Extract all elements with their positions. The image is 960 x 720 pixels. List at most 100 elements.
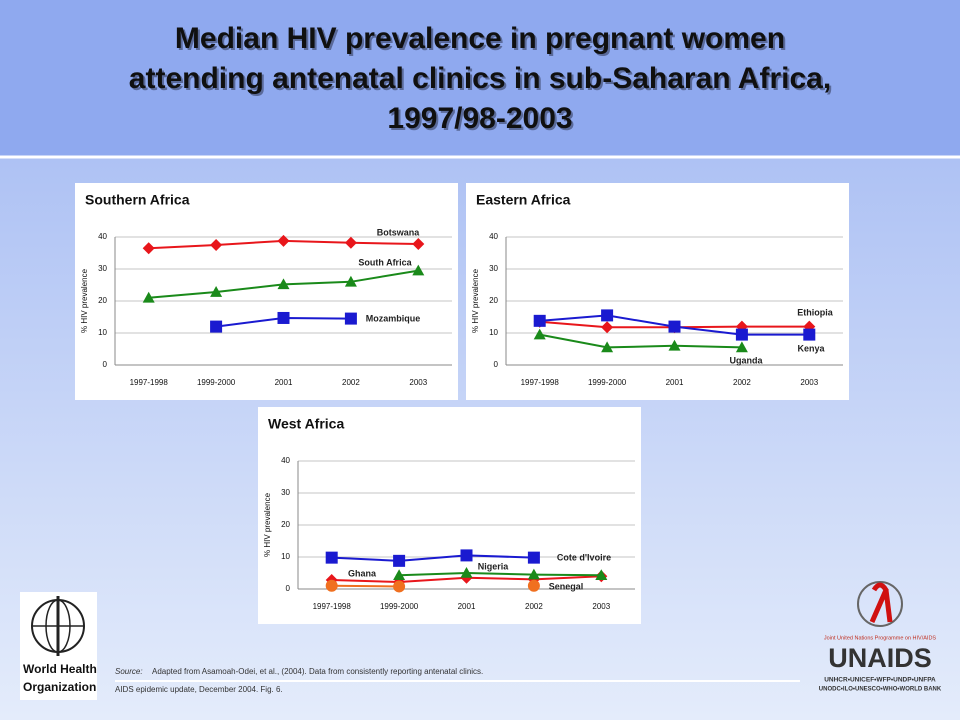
y-tick-label: 10 — [489, 328, 498, 337]
who-text: Organization — [23, 680, 96, 694]
marker-triangle — [601, 341, 614, 353]
series-label: Cote d'Ivoire — [557, 552, 611, 562]
series-label: Uganda — [729, 355, 763, 365]
marker-diamond — [601, 321, 614, 334]
chart-panel: 0 10 20 30 40 1997-1998 1999-2000 2001 2002 2003%… — [466, 183, 849, 400]
series-label: Botswana — [377, 227, 421, 237]
x-tick-label: 2003 — [592, 602, 610, 611]
x-tick-label: 2003 — [409, 378, 427, 387]
series-label: Mozambique — [366, 313, 421, 323]
marker-square — [527, 551, 540, 564]
marker-diamond — [142, 242, 155, 255]
panel-bg — [258, 407, 641, 624]
series-label: Kenya — [797, 343, 825, 353]
marker-triangle — [210, 286, 223, 297]
marker-triangle — [412, 264, 425, 276]
marker-triangle — [595, 569, 608, 581]
marker-square — [325, 551, 338, 564]
y-tick-label: 20 — [98, 296, 107, 305]
series-label: Nigeria — [478, 561, 510, 571]
y-tick-label: 30 — [98, 264, 107, 273]
marker-triangle — [735, 341, 748, 353]
marker-square — [277, 311, 290, 324]
x-tick-label: 1999-2000 — [588, 378, 627, 387]
title-shadow: attending antenatal clinics in sub-Sahar… — [131, 64, 833, 97]
marker-square — [460, 549, 473, 562]
marker-square — [393, 554, 406, 567]
title-line: Median HIV prevalence in pregnant women — [175, 22, 785, 55]
title-shadow: 1997/98-2003 — [389, 104, 574, 137]
red-ribbon — [869, 582, 893, 624]
unaids-programme: Joint United Nations Programme on HIV/AI… — [824, 635, 937, 641]
marker-square — [344, 312, 357, 325]
marker-triangle — [344, 275, 357, 287]
charts: 0 10 20 30 40 1997-1998 1999-2000 2001 2002 2003%… — [75, 183, 849, 624]
marker-triangle — [527, 568, 540, 580]
x-tick-label: 2002 — [733, 378, 751, 387]
x-tick-label: 1997-1998 — [521, 378, 560, 387]
y-axis-label: % HIV prevalence — [263, 492, 272, 557]
chart-title: West Africa — [268, 416, 344, 432]
source: Adapted from Asamoah-Odei, et al., (2004… — [152, 667, 483, 676]
marker-triangle — [277, 278, 290, 290]
series-label: Senegal — [549, 581, 584, 591]
y-tick-label: 10 — [281, 552, 290, 561]
y-tick-label: 0 — [286, 584, 291, 593]
marker-triangle — [460, 567, 473, 578]
series-label: South Africa — [358, 257, 412, 267]
x-tick-label: 2001 — [275, 378, 293, 387]
x-tick-label: 2003 — [800, 378, 818, 387]
chart-panel: 0 10 20 30 40 1997-1998 1999-2000 2001 2002 2003%… — [258, 407, 641, 624]
un-emblem — [857, 581, 903, 627]
marker-square — [533, 314, 546, 327]
chart-title: Southern Africa — [85, 192, 190, 208]
marker-diamond — [412, 238, 425, 251]
x-tick-label: 1999-2000 — [197, 378, 236, 387]
marker-circle — [325, 579, 338, 592]
series-line — [331, 554, 534, 562]
source-label: Source: — [115, 667, 143, 676]
marker-square — [601, 309, 614, 322]
title-shadow: Median HIV prevalence in pregnant women — [177, 24, 787, 57]
y-axis-label: % HIV prevalence — [80, 268, 89, 333]
title-line: attending antenatal clinics in sub-Sahar… — [129, 62, 831, 95]
unaids-cosponsors: UNODC•ILO•UNESCO•WHO•WORLD BANK — [819, 687, 942, 693]
x-tick-label: 2002 — [342, 378, 360, 387]
chart-title: Eastern Africa — [476, 192, 571, 208]
y-tick-label: 20 — [281, 520, 290, 529]
series-line — [539, 333, 742, 349]
y-tick-label: 10 — [98, 328, 107, 337]
title-band — [0, 0, 960, 156]
x-tick-label: 1997-1998 — [313, 602, 352, 611]
y-tick-label: 40 — [281, 456, 290, 465]
x-tick-label: 2001 — [458, 602, 476, 611]
marker-square — [803, 328, 816, 341]
marker-triangle — [142, 291, 155, 303]
marker-triangle — [533, 328, 546, 340]
unaids-name: UNAIDS — [828, 643, 932, 673]
y-tick-label: 30 — [489, 264, 498, 273]
marker-circle — [393, 580, 406, 593]
panel-bg — [466, 183, 849, 400]
marker-diamond — [277, 234, 290, 247]
y-tick-label: 40 — [489, 232, 498, 241]
marker-triangle — [393, 569, 406, 581]
x-tick-label: 2002 — [525, 602, 543, 611]
y-tick-label: 0 — [494, 360, 499, 369]
marker-circle — [527, 579, 540, 592]
marker-triangle — [668, 339, 681, 351]
marker-diamond — [210, 239, 223, 251]
x-tick-label: 1997-1998 — [130, 378, 169, 387]
series-line — [399, 571, 602, 577]
marker-square — [668, 320, 681, 333]
y-tick-label: 0 — [103, 360, 108, 369]
y-tick-label: 20 — [489, 296, 498, 305]
series-label: Ghana — [348, 568, 377, 578]
title: Median HIV prevalence in pregnant women … — [129, 22, 833, 137]
marker-square — [210, 320, 223, 333]
y-tick-label: 40 — [98, 232, 107, 241]
x-tick-label: 2001 — [666, 378, 684, 387]
who-text: World Health — [23, 662, 97, 676]
